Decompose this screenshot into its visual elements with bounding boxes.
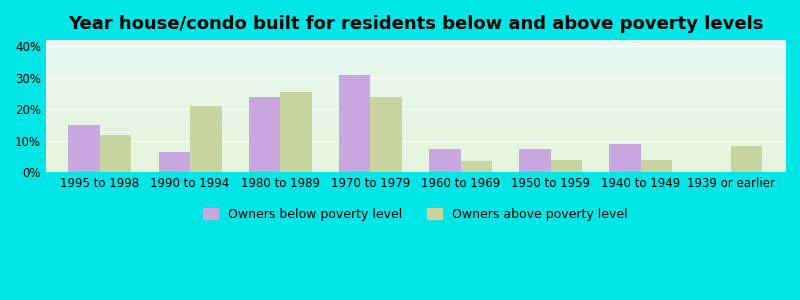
Bar: [100, 134, 131, 172]
Bar: [370, 97, 402, 172]
Bar: [280, 92, 312, 172]
Title: Year house/condo built for residents below and above poverty levels: Year house/condo built for residents bel…: [68, 15, 763, 33]
Bar: [519, 149, 550, 172]
Bar: [461, 161, 492, 172]
Bar: [68, 125, 100, 172]
Bar: [429, 149, 461, 172]
Bar: [550, 160, 582, 172]
Bar: [249, 97, 280, 172]
Bar: [190, 106, 222, 172]
Bar: [158, 152, 190, 172]
Bar: [641, 160, 672, 172]
Bar: [610, 144, 641, 172]
Bar: [731, 146, 762, 172]
Bar: [339, 75, 370, 172]
Legend: Owners below poverty level, Owners above poverty level: Owners below poverty level, Owners above…: [198, 202, 633, 226]
